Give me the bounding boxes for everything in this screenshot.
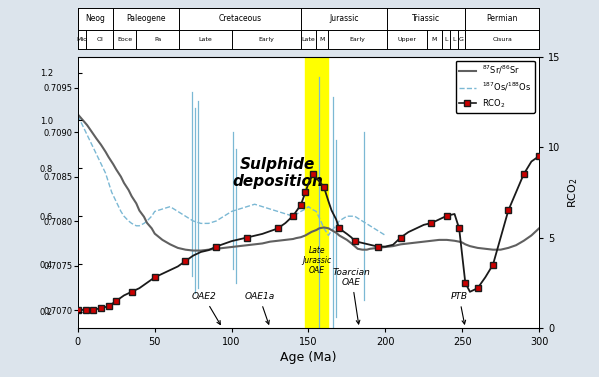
Y-axis label: RCO$_2$: RCO$_2$	[566, 177, 580, 207]
Text: Early: Early	[350, 37, 365, 42]
Text: L: L	[444, 37, 448, 42]
Text: Upper: Upper	[397, 37, 416, 42]
Legend: $^{87}$Sr/$^{86}$Sr, $^{187}$Os/$^{188}$Os, RCO$_2$: $^{87}$Sr/$^{86}$Sr, $^{187}$Os/$^{188}$…	[456, 61, 535, 113]
Text: Triassic: Triassic	[412, 14, 440, 23]
Text: L: L	[452, 37, 455, 42]
Text: Pa: Pa	[154, 37, 162, 42]
Text: Permian: Permian	[486, 14, 518, 23]
Text: OAE2: OAE2	[192, 292, 220, 325]
Text: Cisura: Cisura	[492, 37, 512, 42]
Text: Eoce: Eoce	[117, 37, 132, 42]
X-axis label: Age (Ma): Age (Ma)	[280, 351, 337, 364]
Text: Late: Late	[199, 37, 213, 42]
Text: Jurassic: Jurassic	[329, 14, 359, 23]
Text: Sulphide
deposition: Sulphide deposition	[232, 157, 323, 189]
Text: Mio: Mio	[77, 37, 87, 42]
Text: M: M	[432, 37, 437, 42]
Text: Late: Late	[302, 37, 315, 42]
Text: Late
Jurassic
OAE: Late Jurassic OAE	[302, 245, 332, 275]
Text: Early: Early	[258, 37, 274, 42]
Text: OAE1a: OAE1a	[244, 292, 274, 324]
Bar	[305, 57, 328, 328]
Text: PTB: PTB	[450, 292, 468, 324]
Text: Paleogene: Paleogene	[126, 14, 166, 23]
Text: Cretaceous: Cretaceous	[219, 14, 262, 23]
Text: Toarcian
OAE: Toarcian OAE	[332, 268, 370, 324]
Text: M: M	[320, 37, 325, 42]
Text: Ol: Ol	[96, 37, 103, 42]
Text: Neog: Neog	[86, 14, 105, 23]
Y-axis label: $^{87}$Sr/$^{86}$Sr and $^{187}$Os/$^{188}$Os: $^{87}$Sr/$^{86}$Sr and $^{187}$Os/$^{18…	[0, 135, 2, 249]
Text: G: G	[459, 37, 464, 42]
